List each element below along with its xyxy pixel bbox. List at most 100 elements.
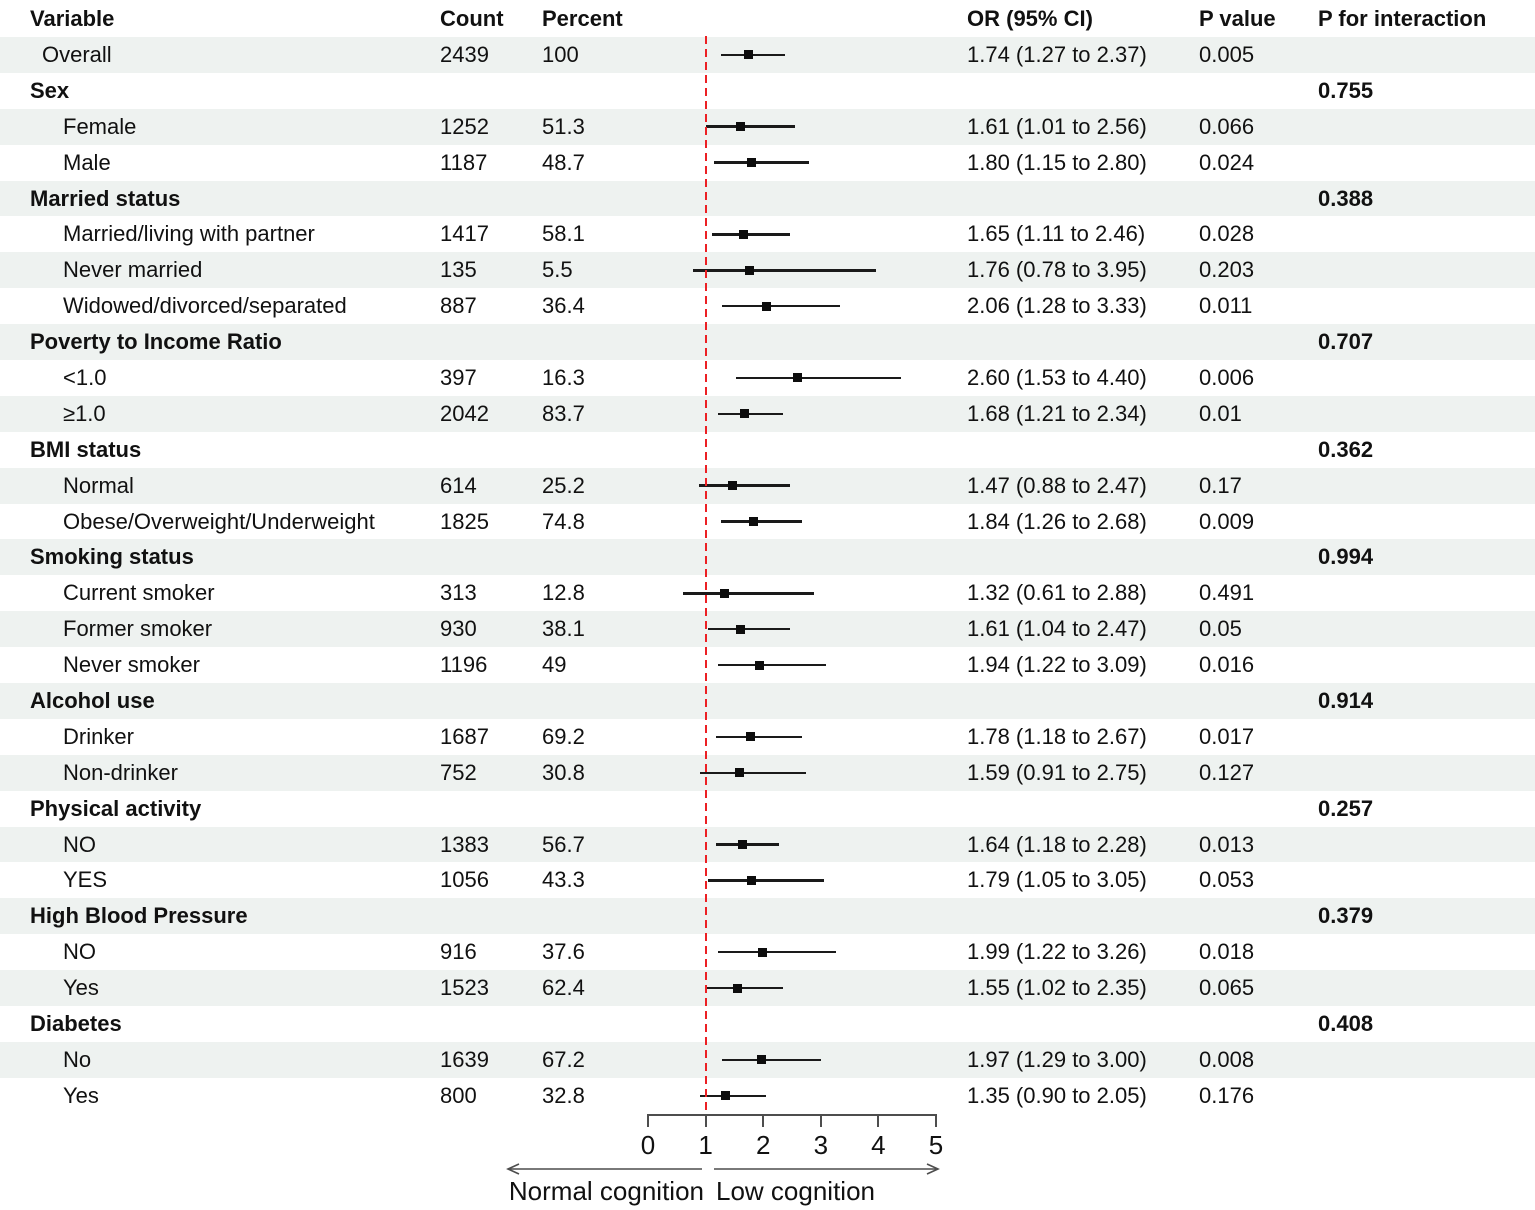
row-forest-cell <box>640 862 967 898</box>
row-or-ci: 1.76 (0.78 to 3.95) <box>967 257 1147 283</box>
table-row: Married/living with partner 1417 58.1 1.… <box>0 216 1535 252</box>
ci-line <box>700 771 807 774</box>
row-p-interaction: 0.362 <box>1318 436 1374 462</box>
row-p-value: 0.011 <box>1199 293 1253 319</box>
row-forest-cell <box>640 934 967 970</box>
row-percent: 51.3 <box>542 113 585 139</box>
table-row: Alcohol use 0.914 <box>0 683 1535 719</box>
row-variable-label: Never married <box>63 257 203 283</box>
row-percent: 69.2 <box>542 723 585 749</box>
row-percent: 62.4 <box>542 975 585 1001</box>
row-p-interaction: 0.914 <box>1318 687 1374 713</box>
row-count: 1187 <box>440 149 488 175</box>
row-percent: 83.7 <box>542 400 585 426</box>
table-row: Widowed/divorced/separated 887 36.4 2.06… <box>0 288 1535 324</box>
row-percent: 16.3 <box>542 364 585 390</box>
row-forest-cell <box>640 970 967 1006</box>
header-or-ci: OR (95% CI) <box>967 5 1093 31</box>
row-percent: 56.7 <box>542 831 585 857</box>
ci-line <box>715 735 802 739</box>
axis-tick-label: 0 <box>640 1130 656 1160</box>
row-variable-label: Female <box>63 113 137 139</box>
row-variable-label: Physical activity <box>30 795 202 821</box>
or-marker <box>719 588 729 598</box>
row-p-value: 0.008 <box>1199 1046 1255 1072</box>
row-variable-label: Diabetes <box>30 1010 122 1036</box>
row-p-value: 0.066 <box>1199 113 1255 139</box>
header-variable: Variable <box>30 5 115 31</box>
row-count: 614 <box>440 472 477 498</box>
row-p-interaction: 0.755 <box>1318 77 1374 103</box>
row-p-value: 0.05 <box>1199 616 1242 642</box>
row-p-value: 0.053 <box>1199 867 1255 893</box>
row-variable-label: Overall <box>42 41 112 67</box>
row-count: 1523 <box>440 975 489 1001</box>
axis-tick <box>819 1114 822 1127</box>
or-marker <box>758 947 768 957</box>
row-percent: 67.2 <box>542 1046 585 1072</box>
row-or-ci: 1.65 (1.11 to 2.46) <box>967 221 1146 247</box>
or-marker <box>756 1055 766 1065</box>
row-count: 887 <box>440 293 477 319</box>
or-axis-line <box>647 1114 937 1116</box>
axis-tick <box>935 1114 937 1127</box>
row-forest-cell <box>640 647 967 683</box>
header-p-for-interaction: P for interaction <box>1318 5 1487 31</box>
row-variable-label: Alcohol use <box>30 687 155 713</box>
row-forest-cell <box>640 898 967 934</box>
table-row: Current smoker 313 12.8 1.32 (0.61 to 2.… <box>0 575 1535 611</box>
table-row: Overall 2439 100 1.74 (1.27 to 2.37) 0.0… <box>0 37 1535 73</box>
table-row: Yes 1523 62.4 1.55 (1.02 to 2.35) 0.065 <box>0 970 1535 1007</box>
table-row: <1.0 397 16.3 2.60 (1.53 to 4.40) 0.006 <box>0 360 1535 396</box>
axis-tick-label: 5 <box>928 1130 944 1160</box>
row-percent: 30.8 <box>542 759 585 785</box>
table-row: Female 1252 51.3 1.61 (1.01 to 2.56) 0.0… <box>0 108 1535 145</box>
label-normal-cognition: Normal cognition <box>508 1176 704 1206</box>
row-count: 1196 <box>440 652 488 678</box>
reference-line-or-1 <box>704 36 707 1114</box>
row-variable-label: Male <box>63 149 111 175</box>
row-forest-cell <box>640 683 967 719</box>
axis-tick <box>877 1114 880 1127</box>
row-or-ci: 1.84 (1.26 to 2.68) <box>967 508 1147 534</box>
row-or-ci: 1.99 (1.22 to 3.26) <box>967 939 1147 965</box>
table-row: Yes 800 32.8 1.35 (0.90 to 2.05) 0.176 <box>0 1078 1535 1114</box>
ci-line <box>722 1058 821 1062</box>
row-count: 1639 <box>440 1046 489 1072</box>
label-low-cognition: Low cognition <box>716 1176 875 1206</box>
row-count: 916 <box>440 939 477 965</box>
row-variable-label: High Blood Pressure <box>30 903 248 929</box>
row-or-ci: 1.55 (1.02 to 2.35) <box>967 975 1147 1001</box>
row-variable-label: Current smoker <box>63 580 215 606</box>
row-p-interaction: 0.994 <box>1318 544 1374 570</box>
row-forest-cell <box>640 719 967 755</box>
ci-line <box>714 161 810 164</box>
table-row: Never married 135 5.5 1.76 (0.78 to 3.95… <box>0 252 1535 289</box>
table-row: Married status 0.388 <box>0 180 1535 217</box>
row-or-ci: 1.94 (1.22 to 3.09) <box>967 652 1147 678</box>
ci-line <box>706 986 784 990</box>
row-forest-cell <box>640 504 967 540</box>
ci-line <box>717 412 783 416</box>
row-p-value: 0.017 <box>1199 723 1255 749</box>
table-row: High Blood Pressure 0.379 <box>0 898 1535 935</box>
row-or-ci: 2.06 (1.28 to 3.33) <box>967 293 1147 319</box>
row-p-interaction: 0.257 <box>1318 795 1374 821</box>
row-count: 1825 <box>440 508 489 534</box>
row-percent: 49 <box>542 652 567 678</box>
row-variable-label: NO <box>63 831 96 857</box>
ci-line <box>736 376 902 380</box>
row-count: 800 <box>440 1082 477 1108</box>
row-percent: 74.8 <box>542 508 585 534</box>
row-count: 313 <box>440 580 477 606</box>
row-count: 1417 <box>440 221 489 247</box>
row-p-value: 0.203 <box>1199 257 1255 283</box>
header-plot-spacer <box>640 0 967 37</box>
row-forest-cell <box>640 1042 967 1078</box>
row-percent: 38.1 <box>542 616 585 642</box>
table-row: Male 1187 48.7 1.80 (1.15 to 2.80) 0.024 <box>0 145 1535 181</box>
or-marker <box>728 481 738 491</box>
row-variable-label: Normal <box>63 472 134 498</box>
axis-tick-label: 4 <box>871 1130 886 1160</box>
or-marker <box>736 624 746 634</box>
